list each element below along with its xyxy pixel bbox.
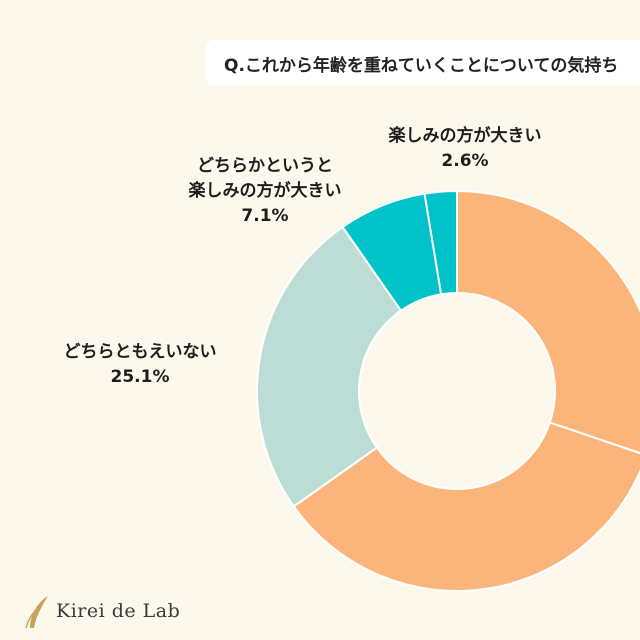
logo-text: Kirei de Lab [56, 600, 181, 622]
label-rather-enjoy-line2: 楽しみの方が大きい [188, 181, 342, 201]
brand-logo: Kirei de Lab [22, 592, 222, 632]
leaf-icon [25, 596, 48, 629]
label-rather-enjoy-line1: どちらかというと [197, 156, 333, 176]
question-title: Q.これから年齢を重ねていくことについての気持ち [206, 40, 640, 86]
donut-slice-4 [456, 189, 640, 455]
label-enjoy-pct: 2.6% [441, 151, 489, 171]
label-enjoy: 楽しみの方が大きい 2.6% [360, 124, 570, 174]
donut-slice-3 [292, 421, 640, 592]
label-neither-text: どちらともえいない [63, 342, 217, 362]
label-enjoy-text: 楽しみの方が大きい [388, 126, 542, 146]
label-rather-enjoy: どちらかというと 楽しみの方が大きい 7.1% [160, 154, 370, 229]
label-rather-enjoy-pct: 7.1% [241, 206, 289, 226]
label-neither: どちらともえいない 25.1% [30, 340, 250, 390]
donut-slice-2 [256, 225, 403, 508]
label-neither-pct: 25.1% [110, 367, 170, 387]
question-text: Q.これから年齢を重ねていくことについての気持ち [224, 56, 619, 76]
